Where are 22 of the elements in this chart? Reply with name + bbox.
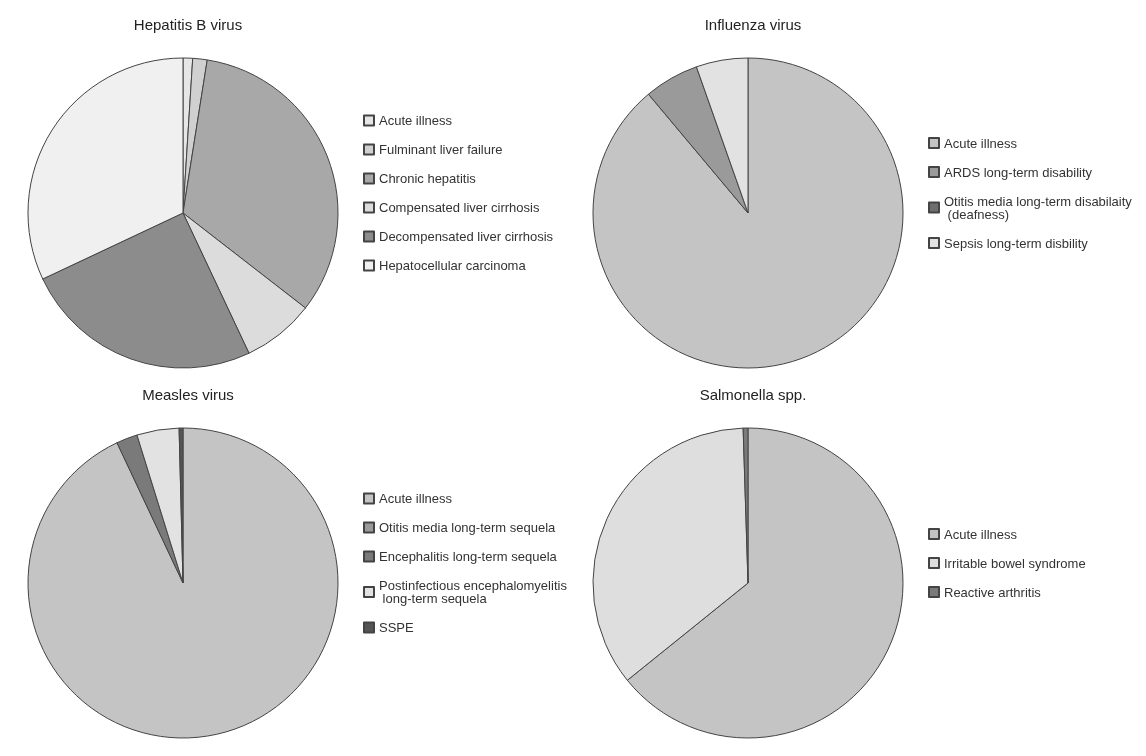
legend-label: Sepsis long-term disbility <box>944 235 1089 251</box>
legend-label: ARDS long-term disability <box>944 164 1093 180</box>
legend-label: Acute illness <box>379 113 453 128</box>
chart-title: Salmonella spp. <box>699 386 807 403</box>
legend-label: Encephalitis long-term sequela <box>379 549 558 564</box>
legend-label: Chronic hepatitis <box>379 171 477 186</box>
legend-label: Compensated liver cirrhosis <box>379 200 540 215</box>
legend-label: Acute illness <box>379 491 453 506</box>
chart-title: Measles virus <box>142 386 234 403</box>
legend-label: Otitis media long-term sequela <box>379 520 557 535</box>
legend-label: Fulminant liver failure <box>379 142 503 157</box>
legend-label: Postinfectious encephalomyelitis long-term sequela <box>379 578 568 606</box>
chart-title: Influenza virus <box>704 16 802 33</box>
chart-title: Hepatitis B virus <box>133 16 243 33</box>
legend-label: SSPE <box>379 620 415 635</box>
legend-label: Otitis media long-term disabilaity (deafness) <box>944 193 1133 222</box>
legend-label: Reactive arthritis <box>944 584 1042 600</box>
legend-label: Acute illness <box>944 526 1018 542</box>
legend-label: Acute illness <box>944 135 1018 151</box>
legend-label: Irritable bowel syndrome <box>944 555 1086 571</box>
legend-label: Hepatocellular carcinoma <box>379 258 527 273</box>
legend-label: Decompensated liver cirrhosis <box>379 229 554 244</box>
